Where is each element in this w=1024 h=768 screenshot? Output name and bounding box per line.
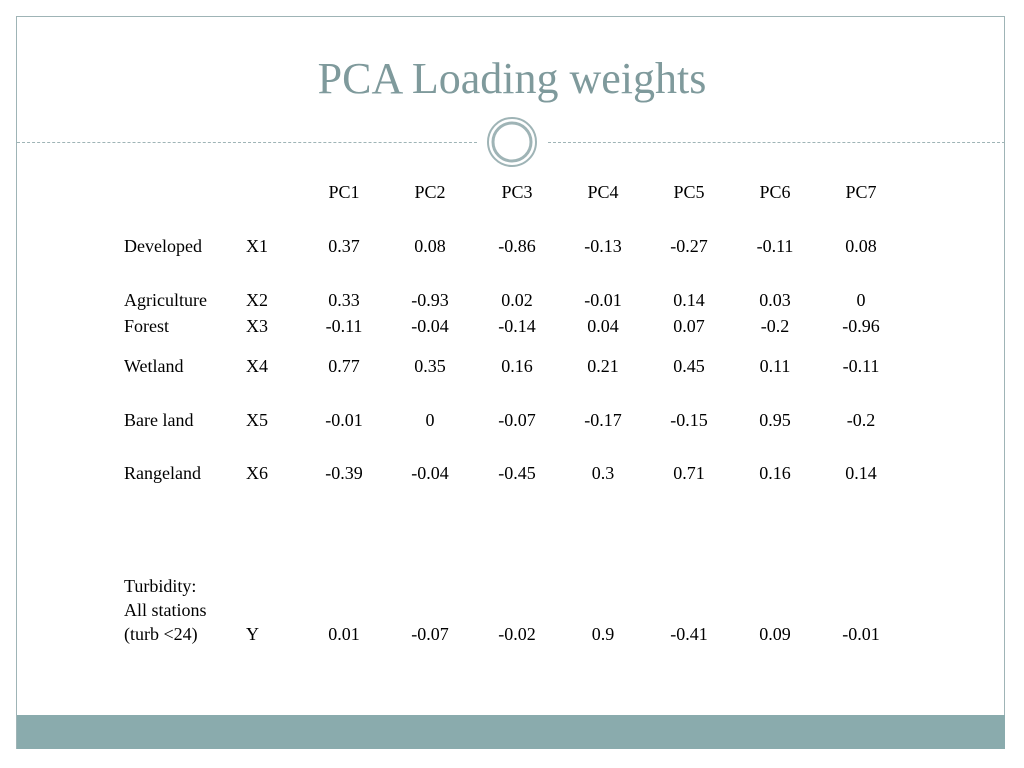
target-label-line-1: Turbidity: — [124, 576, 197, 596]
table-cell: -0.01 — [584, 290, 622, 310]
column-header-pc4: PC4 — [587, 182, 619, 202]
table-cell: 0.09 — [759, 624, 791, 644]
bottom-band — [17, 715, 1005, 749]
table-cell: -0.02 — [498, 624, 536, 644]
row-variable: X2 — [246, 290, 268, 310]
row-variable: X6 — [246, 463, 268, 483]
target-label-line-2: All stations — [124, 600, 207, 620]
table-cell: 0.45 — [673, 356, 705, 376]
table-cell: -0.07 — [411, 624, 449, 644]
table-cell: 0.9 — [591, 624, 615, 644]
row-label: Rangeland — [124, 463, 201, 483]
table-cell: -0.11 — [325, 316, 363, 336]
table-cell: 0.01 — [328, 624, 360, 644]
page-title: PCA Loading weights — [317, 54, 707, 103]
column-header-pc7: PC7 — [845, 182, 877, 202]
column-header-pc6: PC6 — [759, 182, 791, 202]
table-cell: -0.96 — [842, 316, 880, 336]
table-cell: -0.17 — [584, 410, 622, 430]
table-cell: 0.14 — [673, 290, 705, 310]
table-cell: 0.3 — [591, 463, 615, 483]
table-cell: 0.37 — [328, 236, 360, 256]
table-cell: -0.01 — [325, 410, 363, 430]
table-cell: 0.08 — [414, 236, 446, 256]
row-variable: X5 — [246, 410, 268, 430]
row-label: Bare land — [124, 410, 194, 430]
table-cell: 0 — [856, 290, 866, 310]
target-label-line-3: (turb <24) — [124, 624, 198, 644]
table-cell: -0.13 — [584, 236, 622, 256]
row-label: Forest — [124, 316, 169, 336]
table-cell: 0.16 — [501, 356, 533, 376]
table-cell: -0.86 — [498, 236, 536, 256]
row-label: Developed — [124, 236, 202, 256]
table-cell: -0.04 — [411, 316, 449, 336]
table-cell: 0.08 — [845, 236, 877, 256]
title-divider-right — [548, 142, 1005, 143]
title-divider-left — [17, 142, 477, 143]
table-cell: 0.21 — [587, 356, 619, 376]
table-cell: 0.35 — [414, 356, 446, 376]
table-cell: -0.39 — [325, 463, 363, 483]
table-cell: 0.02 — [501, 290, 533, 310]
table-cell: -0.11 — [842, 356, 880, 376]
table-cell: 0.95 — [759, 410, 791, 430]
table-cell: -0.07 — [498, 410, 536, 430]
table-cell: -0.2 — [760, 316, 790, 336]
table-cell: 0.77 — [328, 356, 360, 376]
table-cell: 0.33 — [328, 290, 360, 310]
table-cell: 0 — [425, 410, 435, 430]
table-cell: -0.41 — [670, 624, 708, 644]
row-variable: X3 — [246, 316, 268, 336]
row-label: Agriculture — [124, 290, 207, 310]
table-cell: -0.2 — [846, 410, 876, 430]
table-cell: -0.93 — [411, 290, 449, 310]
table-cell: -0.14 — [498, 316, 536, 336]
table-cell: 0.07 — [673, 316, 705, 336]
table-cell: 0.03 — [759, 290, 791, 310]
column-header-pc1: PC1 — [328, 182, 360, 202]
circle-ornament-icon — [487, 117, 537, 167]
target-variable: Y — [246, 624, 259, 644]
row-variable: X1 — [246, 236, 268, 256]
table-cell: -0.27 — [670, 236, 708, 256]
table-cell: -0.11 — [756, 236, 794, 256]
column-header-pc3: PC3 — [501, 182, 533, 202]
row-label: Wetland — [124, 356, 184, 376]
table-cell: 0.04 — [587, 316, 619, 336]
table-cell: 0.14 — [845, 463, 877, 483]
column-header-pc2: PC2 — [414, 182, 446, 202]
table-cell: -0.45 — [498, 463, 536, 483]
table-cell: 0.71 — [673, 463, 705, 483]
table-cell: -0.15 — [670, 410, 708, 430]
table-cell: -0.04 — [411, 463, 449, 483]
row-variable: X4 — [246, 356, 268, 376]
column-header-pc5: PC5 — [673, 182, 705, 202]
table-cell: -0.01 — [842, 624, 880, 644]
table-cell: 0.11 — [759, 356, 791, 376]
table-cell: 0.16 — [759, 463, 791, 483]
